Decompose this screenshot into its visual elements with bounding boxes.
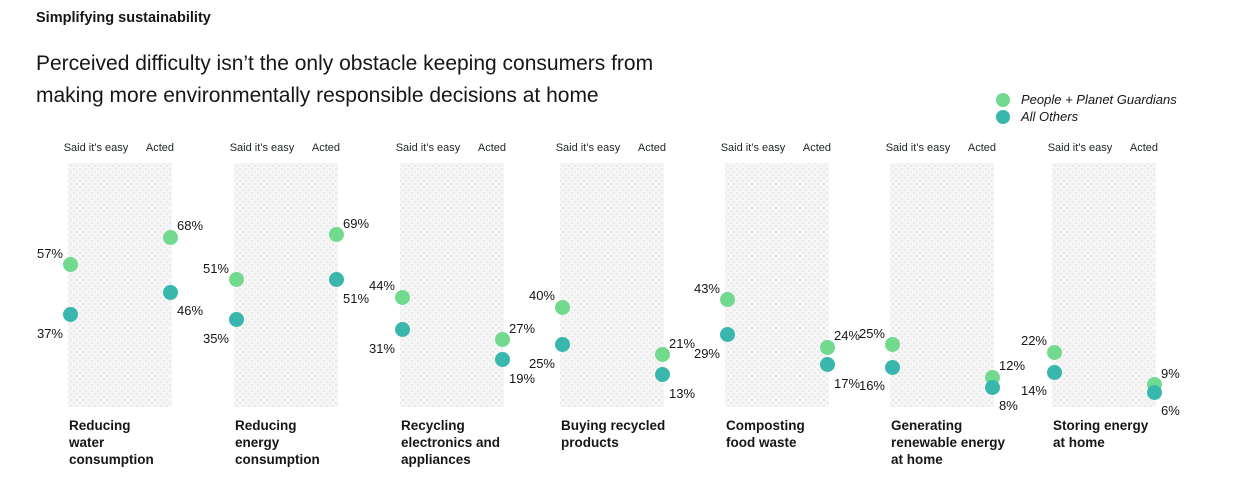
value-label-guardians-easy: 51% (202, 260, 229, 276)
value-label-others-acted: 13% (669, 385, 696, 401)
others-easy-dot (884, 359, 900, 375)
others-acted-dot (819, 357, 835, 372)
plot-area (725, 163, 829, 407)
guardians-acted-dot (819, 339, 835, 355)
others-easy-dot (228, 312, 244, 327)
value-label-others-easy: 25% (528, 355, 555, 371)
value-label-others-easy: 31% (368, 340, 395, 356)
others-legend-dot-icon (996, 109, 1010, 124)
page-title: Simplifying sustainability (36, 10, 211, 26)
guardians-easy-dot (394, 289, 410, 305)
category-label: Storing energy at home (1053, 418, 1149, 450)
value-label-others-acted: 19% (509, 370, 536, 386)
category-label: Reducing energy consumption (235, 418, 320, 467)
value-label-guardians-easy: 22% (1020, 333, 1047, 348)
value-label-guardians-easy: 44% (368, 278, 395, 293)
value-label-others-acted: 17% (834, 375, 861, 391)
guardians-legend-dot-icon (996, 92, 1010, 107)
category-label: Buying recycled products (561, 418, 666, 450)
column-header-easy: Said it’s easy (229, 142, 295, 154)
category-label: Composting food waste (726, 418, 805, 450)
legend-item-guardians: People + Planet Guardians (996, 91, 1177, 108)
column-header-acted: Acted (311, 142, 340, 154)
guardians-easy-dot (62, 257, 78, 272)
others-acted-dot (162, 284, 178, 300)
column-header-easy: Said it’s easy (1047, 142, 1113, 154)
value-label-others-easy: 16% (858, 378, 885, 393)
value-label-guardians-easy: 43% (693, 280, 720, 296)
value-label-guardians-acted: 69% (343, 215, 370, 231)
guardians-easy-dot (884, 337, 900, 352)
value-label-others-acted: 51% (343, 290, 370, 306)
category-label: Recycling electronics and appliances (401, 418, 501, 467)
legend: People + Planet Guardians All Others (996, 91, 1177, 125)
value-label-guardians-easy: 25% (858, 325, 885, 341)
plot-area (400, 163, 504, 407)
plot-area (68, 163, 172, 407)
value-label-guardians-acted: 27% (509, 320, 536, 336)
value-label-others-easy: 14% (1020, 383, 1047, 398)
plot-area (234, 163, 338, 407)
value-label-guardians-acted: 12% (999, 358, 1026, 373)
value-label-guardians-easy: 40% (528, 288, 555, 303)
chart-subtitle: Perceived difficulty isn’t the only obst… (36, 52, 654, 107)
others-easy-dot (1046, 364, 1062, 380)
guardians-easy-dot (1046, 344, 1062, 360)
guardians-easy-dot (554, 299, 570, 315)
others-acted-dot (654, 367, 670, 382)
column-header-easy: Said it’s easy (720, 142, 786, 154)
column-header-acted: Acted (802, 142, 831, 154)
legend-item-others: All Others (996, 108, 1177, 125)
column-header-acted: Acted (637, 142, 666, 154)
column-header-easy: Said it’s easy (395, 142, 461, 154)
guardians-easy-dot (719, 292, 735, 307)
plot-area (1052, 163, 1156, 407)
legend-label: All Others (1021, 109, 1079, 124)
column-header-acted: Acted (145, 142, 174, 154)
column-header-acted: Acted (967, 142, 996, 154)
guardians-acted-dot (328, 227, 344, 242)
column-header-easy: Said it’s easy (63, 142, 129, 154)
value-label-guardians-acted: 68% (177, 218, 204, 233)
plot-area (890, 163, 994, 407)
value-label-guardians-acted: 24% (834, 328, 861, 343)
value-label-others-acted: 6% (1161, 403, 1180, 418)
others-acted-dot (494, 352, 510, 367)
value-label-guardians-acted: 21% (669, 335, 696, 351)
value-label-others-easy: 37% (36, 325, 63, 341)
others-easy-dot (554, 337, 570, 352)
others-acted-dot (328, 272, 344, 287)
column-header-acted: Acted (1129, 142, 1158, 154)
others-acted-dot (984, 379, 1000, 395)
value-label-others-easy: 35% (202, 330, 229, 346)
category-label: Generating renewable energy at home (891, 418, 1006, 467)
plot-area (560, 163, 664, 407)
guardians-easy-dot (228, 272, 244, 287)
others-easy-dot (719, 327, 735, 342)
guardians-acted-dot (162, 229, 178, 245)
others-easy-dot (394, 322, 410, 337)
value-label-guardians-easy: 57% (36, 245, 63, 261)
value-label-others-acted: 46% (177, 303, 204, 318)
guardians-acted-dot (654, 347, 670, 362)
others-acted-dot (1146, 384, 1162, 400)
category-label: Reducing water consumption (69, 418, 154, 467)
others-easy-dot (62, 307, 78, 322)
value-label-others-acted: 8% (999, 398, 1018, 413)
column-header-acted: Acted (477, 142, 506, 154)
legend-label: People + Planet Guardians (1021, 92, 1177, 107)
guardians-acted-dot (494, 332, 510, 347)
column-header-easy: Said it’s easy (885, 142, 951, 154)
column-header-easy: Said it’s easy (555, 142, 621, 154)
value-label-guardians-acted: 9% (1161, 365, 1180, 381)
value-label-others-easy: 29% (693, 345, 720, 361)
